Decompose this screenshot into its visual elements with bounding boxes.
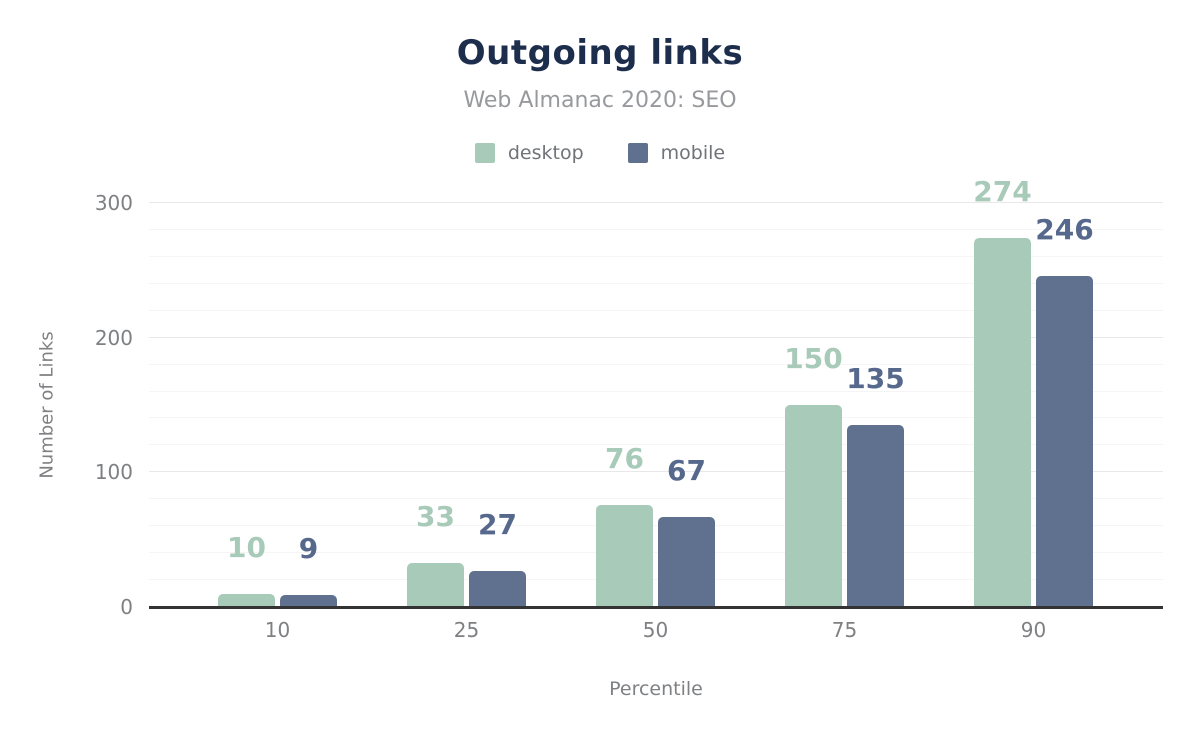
bar-slot-mobile-25: 27 — [469, 203, 526, 607]
bar-value-label-desktop-50: 76 — [605, 441, 644, 475]
bar-value-label-mobile-25: 27 — [478, 507, 517, 541]
bar-group-25: 33 27 — [372, 203, 561, 607]
bar-group-90: 274 246 — [939, 178, 1128, 607]
bar-group-50: 76 67 — [561, 203, 750, 607]
gridline — [149, 228, 1163, 230]
x-axis-tick-label: 90 — [1020, 618, 1047, 642]
gridline — [149, 282, 1163, 284]
bar-slot-desktop-25: 33 — [407, 203, 464, 607]
gridline — [149, 336, 1163, 338]
legend-item-desktop: desktop — [474, 142, 584, 164]
gridline — [149, 363, 1163, 365]
gridline — [149, 525, 1163, 527]
bar-mobile-90 — [1036, 275, 1093, 607]
bar-mobile-75 — [847, 425, 904, 607]
gridline — [149, 417, 1163, 419]
gridline — [149, 579, 1163, 581]
gridline — [149, 255, 1163, 257]
gridline — [149, 552, 1163, 554]
bar-desktop-25 — [407, 562, 464, 607]
legend-item-mobile: mobile — [627, 142, 726, 164]
bar-slot-desktop-90: 274 — [973, 178, 1032, 607]
bar-value-label-mobile-10: 9 — [298, 531, 319, 565]
x-axis-tick-label: 10 — [264, 618, 291, 642]
x-axis-title: Percentile — [609, 678, 703, 700]
bar-value-label-desktop-10: 10 — [227, 530, 266, 564]
bar-slot-desktop-75: 150 — [784, 203, 843, 607]
chart-title: Outgoing links — [456, 33, 744, 73]
bar-value-label-mobile-50: 67 — [667, 453, 706, 487]
bar-desktop-10 — [218, 593, 275, 607]
bar-group-75: 150 135 — [750, 203, 939, 607]
chart-subtitle: Web Almanac 2020: SEO — [463, 88, 737, 113]
y-axis-tick-label: 200 — [94, 325, 133, 350]
bar-slot-mobile-75: 135 — [846, 203, 905, 607]
bar-group-10: 10 9 — [183, 203, 372, 607]
bar-value-label-desktop-90: 274 — [973, 175, 1032, 209]
bar-mobile-10 — [280, 594, 337, 607]
bar-mobile-50 — [658, 516, 715, 607]
bar-slot-mobile-50: 67 — [658, 203, 715, 607]
y-axis-tick-label: 0 — [120, 595, 133, 619]
bar-slot-desktop-10: 10 — [218, 203, 275, 607]
bar-value-label-desktop-25: 33 — [416, 499, 455, 533]
legend-swatch-desktop — [474, 143, 495, 163]
bar-value-label-mobile-75: 135 — [846, 362, 905, 396]
bar-desktop-50 — [596, 504, 653, 607]
bars-container: 10 9 33 27 76 67 150 135 274 246 — [149, 178, 1163, 607]
y-axis-tick-label: 300 — [94, 191, 133, 215]
x-axis-labels: 10 25 50 75 90 — [149, 618, 1163, 642]
gridline — [149, 444, 1163, 446]
legend-label-mobile: mobile — [660, 142, 726, 164]
bar-slot-desktop-50: 76 — [596, 203, 653, 607]
bar-desktop-90 — [974, 238, 1031, 607]
gridline — [149, 309, 1163, 311]
bar-slot-mobile-10: 9 — [280, 203, 337, 607]
x-axis-line — [149, 606, 1163, 609]
x-axis-tick-label: 75 — [831, 618, 858, 642]
bar-slot-mobile-90: 246 — [1035, 203, 1094, 607]
gridline — [149, 498, 1163, 500]
legend: desktop mobile — [0, 142, 1200, 164]
y-axis-labels: 0 100 200 300 — [0, 191, 133, 619]
bar-value-label-desktop-75: 150 — [784, 342, 843, 375]
plot-area: 10 9 33 27 76 67 150 135 274 246 — [149, 178, 1163, 609]
bar-mobile-25 — [469, 570, 526, 607]
gridline — [149, 390, 1163, 392]
bar-desktop-75 — [785, 405, 842, 607]
gridline — [149, 202, 1163, 203]
legend-swatch-mobile — [627, 143, 648, 163]
y-axis-tick-label: 100 — [94, 460, 133, 485]
x-axis-tick-label: 25 — [453, 618, 480, 642]
x-axis-tick-label: 50 — [642, 618, 669, 642]
gridline — [149, 471, 1163, 473]
bar-value-label-mobile-90: 246 — [1035, 212, 1094, 246]
legend-label-desktop: desktop — [507, 142, 584, 164]
